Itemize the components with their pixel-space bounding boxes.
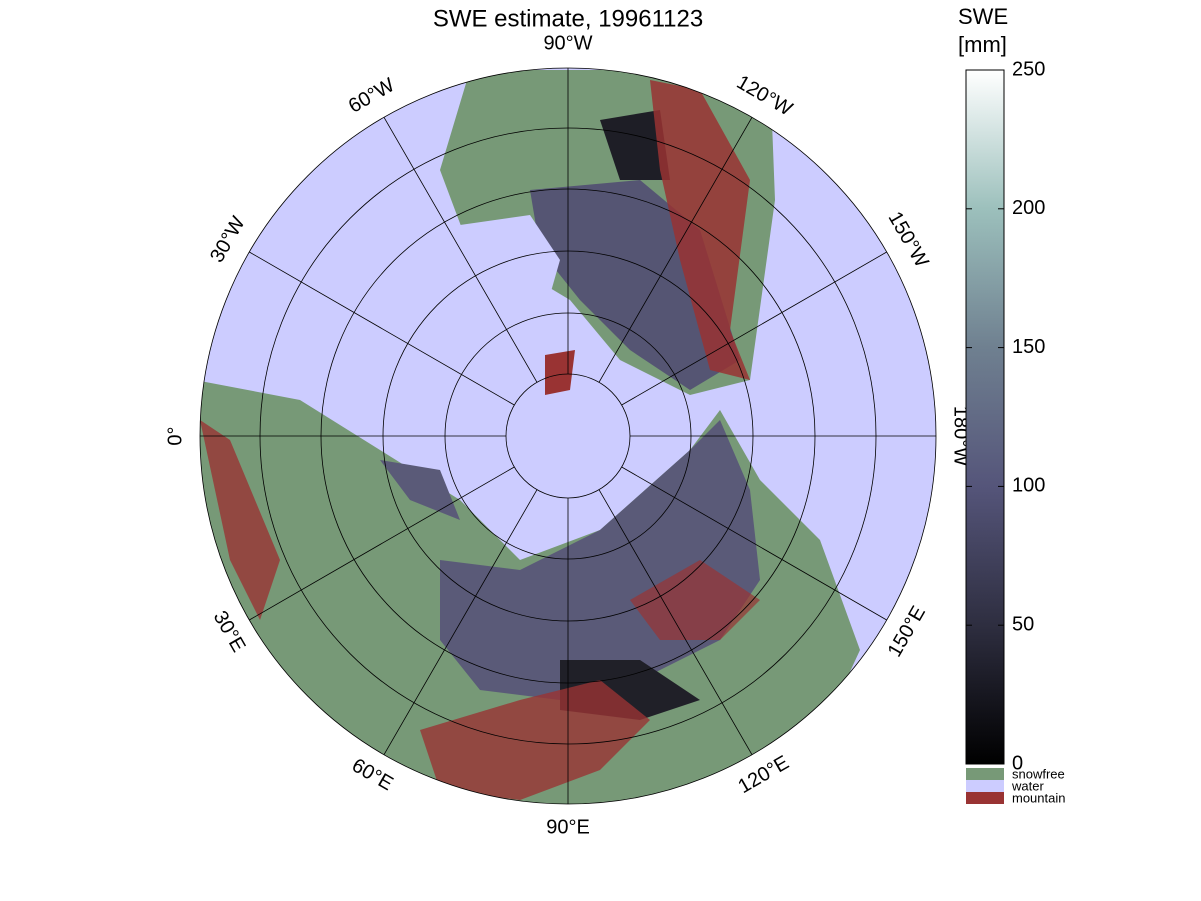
arctic-island xyxy=(545,350,575,395)
legend-label: mountain xyxy=(1012,790,1065,805)
meridian xyxy=(249,251,515,406)
colorbar-tick-label: 250 xyxy=(1012,58,1045,80)
meridian xyxy=(598,489,753,755)
colorbar-tick-label: 50 xyxy=(1012,613,1034,635)
longitude-label: 30°W xyxy=(206,213,250,267)
meridian xyxy=(598,117,753,383)
scandinavia-snow xyxy=(380,460,460,520)
map-disk xyxy=(200,68,936,804)
legend-swatch xyxy=(966,792,1004,804)
hudson-bay xyxy=(460,215,560,330)
meridian xyxy=(621,251,887,406)
longitude-label: 60°E xyxy=(348,754,397,795)
colorbar-label: SWE xyxy=(958,4,1008,29)
map-title: SWE estimate, 19961123 xyxy=(433,5,703,32)
longitude-label: 90°W xyxy=(543,32,592,54)
na-snow-thin xyxy=(600,110,670,180)
europe-mountains xyxy=(200,420,280,620)
longitude-label: 60°W xyxy=(345,74,399,118)
meridian xyxy=(621,466,887,621)
colorbar-tick-label: 100 xyxy=(1012,475,1045,497)
rockies xyxy=(650,80,750,380)
meridian xyxy=(383,489,538,755)
meridian xyxy=(249,466,515,621)
siberia-mountains xyxy=(630,560,760,640)
graticule xyxy=(199,67,937,805)
longitude-label: 30°E xyxy=(209,607,250,656)
colorbar-tick-label: 200 xyxy=(1012,197,1045,219)
legend-swatch xyxy=(966,780,1004,792)
asia-mountains xyxy=(420,680,650,800)
colorbar-fill xyxy=(965,69,1005,765)
legend-label: snowfree xyxy=(1012,766,1065,781)
meridian xyxy=(383,117,538,383)
longitude-label: 90°E xyxy=(546,816,590,838)
legend-label: water xyxy=(1011,778,1044,793)
colorbar-label: [mm] xyxy=(958,32,1007,57)
colorbar-tick-label: 150 xyxy=(1012,336,1045,358)
longitude-label: 0° xyxy=(164,426,186,445)
colorbar-tick-label: 0 xyxy=(1012,752,1023,774)
legend-swatch xyxy=(966,768,1004,780)
